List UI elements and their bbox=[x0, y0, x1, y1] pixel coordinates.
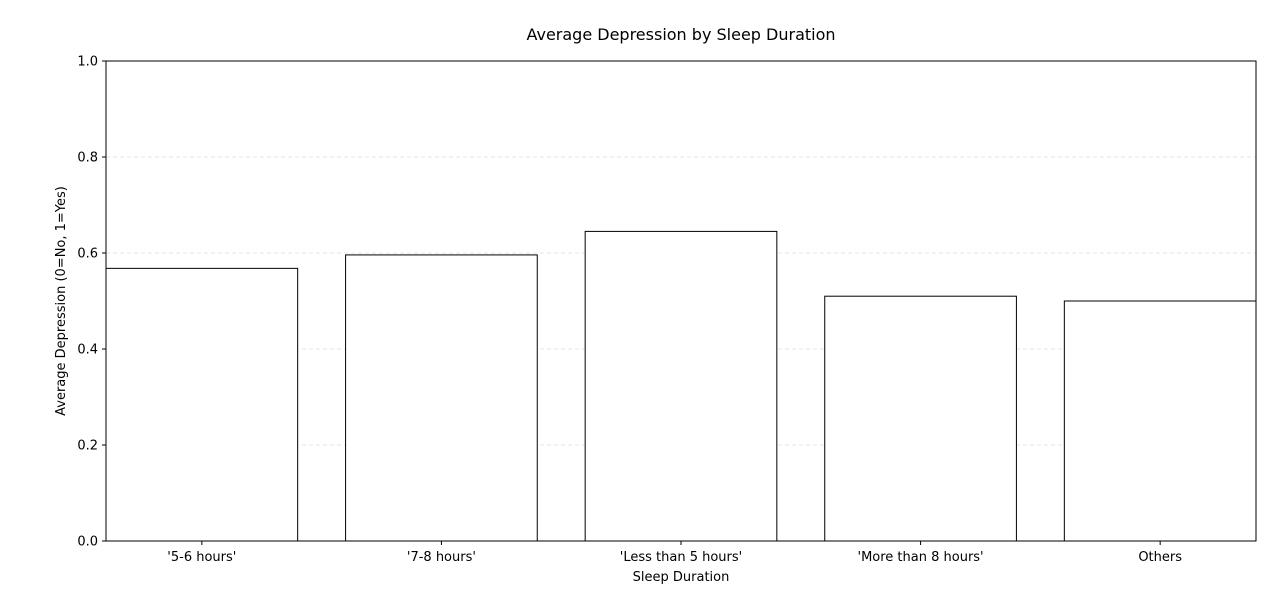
x-tick-label: Others bbox=[1138, 550, 1182, 565]
bar bbox=[584, 230, 778, 542]
y-tick-label: 0.0 bbox=[77, 535, 98, 550]
x-tick-label: '7-8 hours' bbox=[407, 550, 476, 565]
y-axis-ticks: 0.0 0.2 0.4 0.6 0.8 1.0 bbox=[77, 55, 106, 550]
bar bbox=[824, 295, 1017, 542]
x-tick-label: 'Less than 5 hours' bbox=[620, 550, 742, 565]
bars bbox=[105, 230, 1257, 542]
chart-title: Average Depression by Sleep Duration bbox=[526, 25, 835, 44]
x-axis-label: Sleep Duration bbox=[633, 570, 730, 585]
y-axis-label: Average Depression (0=No, 1=Yes) bbox=[54, 186, 69, 416]
bar bbox=[1063, 300, 1257, 542]
y-tick-label: 0.6 bbox=[77, 247, 98, 262]
x-tick-label: 'More than 8 hours' bbox=[858, 550, 984, 565]
bar bbox=[345, 254, 538, 542]
bar bbox=[105, 267, 299, 542]
y-tick-label: 0.2 bbox=[77, 439, 98, 454]
x-tick-label: '5-6 hours' bbox=[167, 550, 236, 565]
y-tick-label: 0.8 bbox=[77, 151, 98, 166]
y-tick-label: 0.4 bbox=[77, 343, 98, 358]
y-tick-label: 1.0 bbox=[77, 55, 98, 70]
x-axis-ticks: '5-6 hours' '7-8 hours' 'Less than 5 hours… bbox=[167, 541, 1182, 565]
